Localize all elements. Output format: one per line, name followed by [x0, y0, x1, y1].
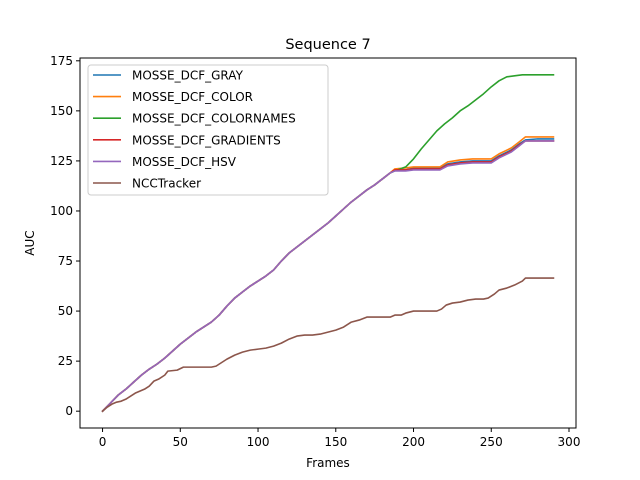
x-tick-label: 100: [247, 435, 270, 449]
y-tick-label: 75: [58, 254, 73, 268]
legend-label: MOSSE_DCF_COLOR: [132, 90, 253, 104]
x-tick-label: 50: [173, 435, 188, 449]
legend-label: MOSSE_DCF_COLORNAMES: [132, 112, 296, 126]
x-axis-label: Frames: [306, 456, 350, 470]
legend-items: MOSSE_DCF_GRAY MOSSE_DCF_COLOR MOSSE_DCF_C…: [93, 69, 296, 191]
series-layer: [101, 74, 555, 413]
legend-label: MOSSE_DCF_GRADIENTS: [132, 133, 281, 147]
series-line-6: [101, 277, 555, 413]
legend-label: NCCTracker: [132, 177, 201, 191]
plot-frame: [79, 57, 577, 429]
y-tick-label: 175: [50, 54, 73, 68]
x-tick-label: 250: [480, 435, 503, 449]
y-tick-label: 150: [50, 104, 73, 118]
y-tick-label: 0: [65, 404, 73, 418]
legend-label: MOSSE_DCF_GRAY: [132, 69, 244, 83]
y-tick-label: 100: [50, 204, 73, 218]
legend-box: [87, 64, 329, 196]
x-tick-label: 150: [324, 435, 347, 449]
x-tick-label: 300: [558, 435, 581, 449]
chart-title: Sequence 7: [285, 37, 370, 53]
y-tick-label: 125: [50, 154, 73, 168]
ticks-layer: 0 50 100 150 200 250 300 0 25 50 75 100 125 150 175: [50, 54, 580, 449]
legend: MOSSE_DCF_GRAY MOSSE_DCF_COLOR MOSSE_DCF_C…: [87, 64, 329, 196]
y-tick-label: 50: [58, 304, 73, 318]
y-axis-label: AUC: [23, 230, 37, 255]
legend-label: MOSSE_DCF_HSV: [132, 155, 237, 169]
x-tick-label: 0: [99, 435, 107, 449]
x-tick-label: 200: [402, 435, 425, 449]
y-tick-label: 25: [58, 354, 73, 368]
series-line-5: [101, 140, 555, 413]
